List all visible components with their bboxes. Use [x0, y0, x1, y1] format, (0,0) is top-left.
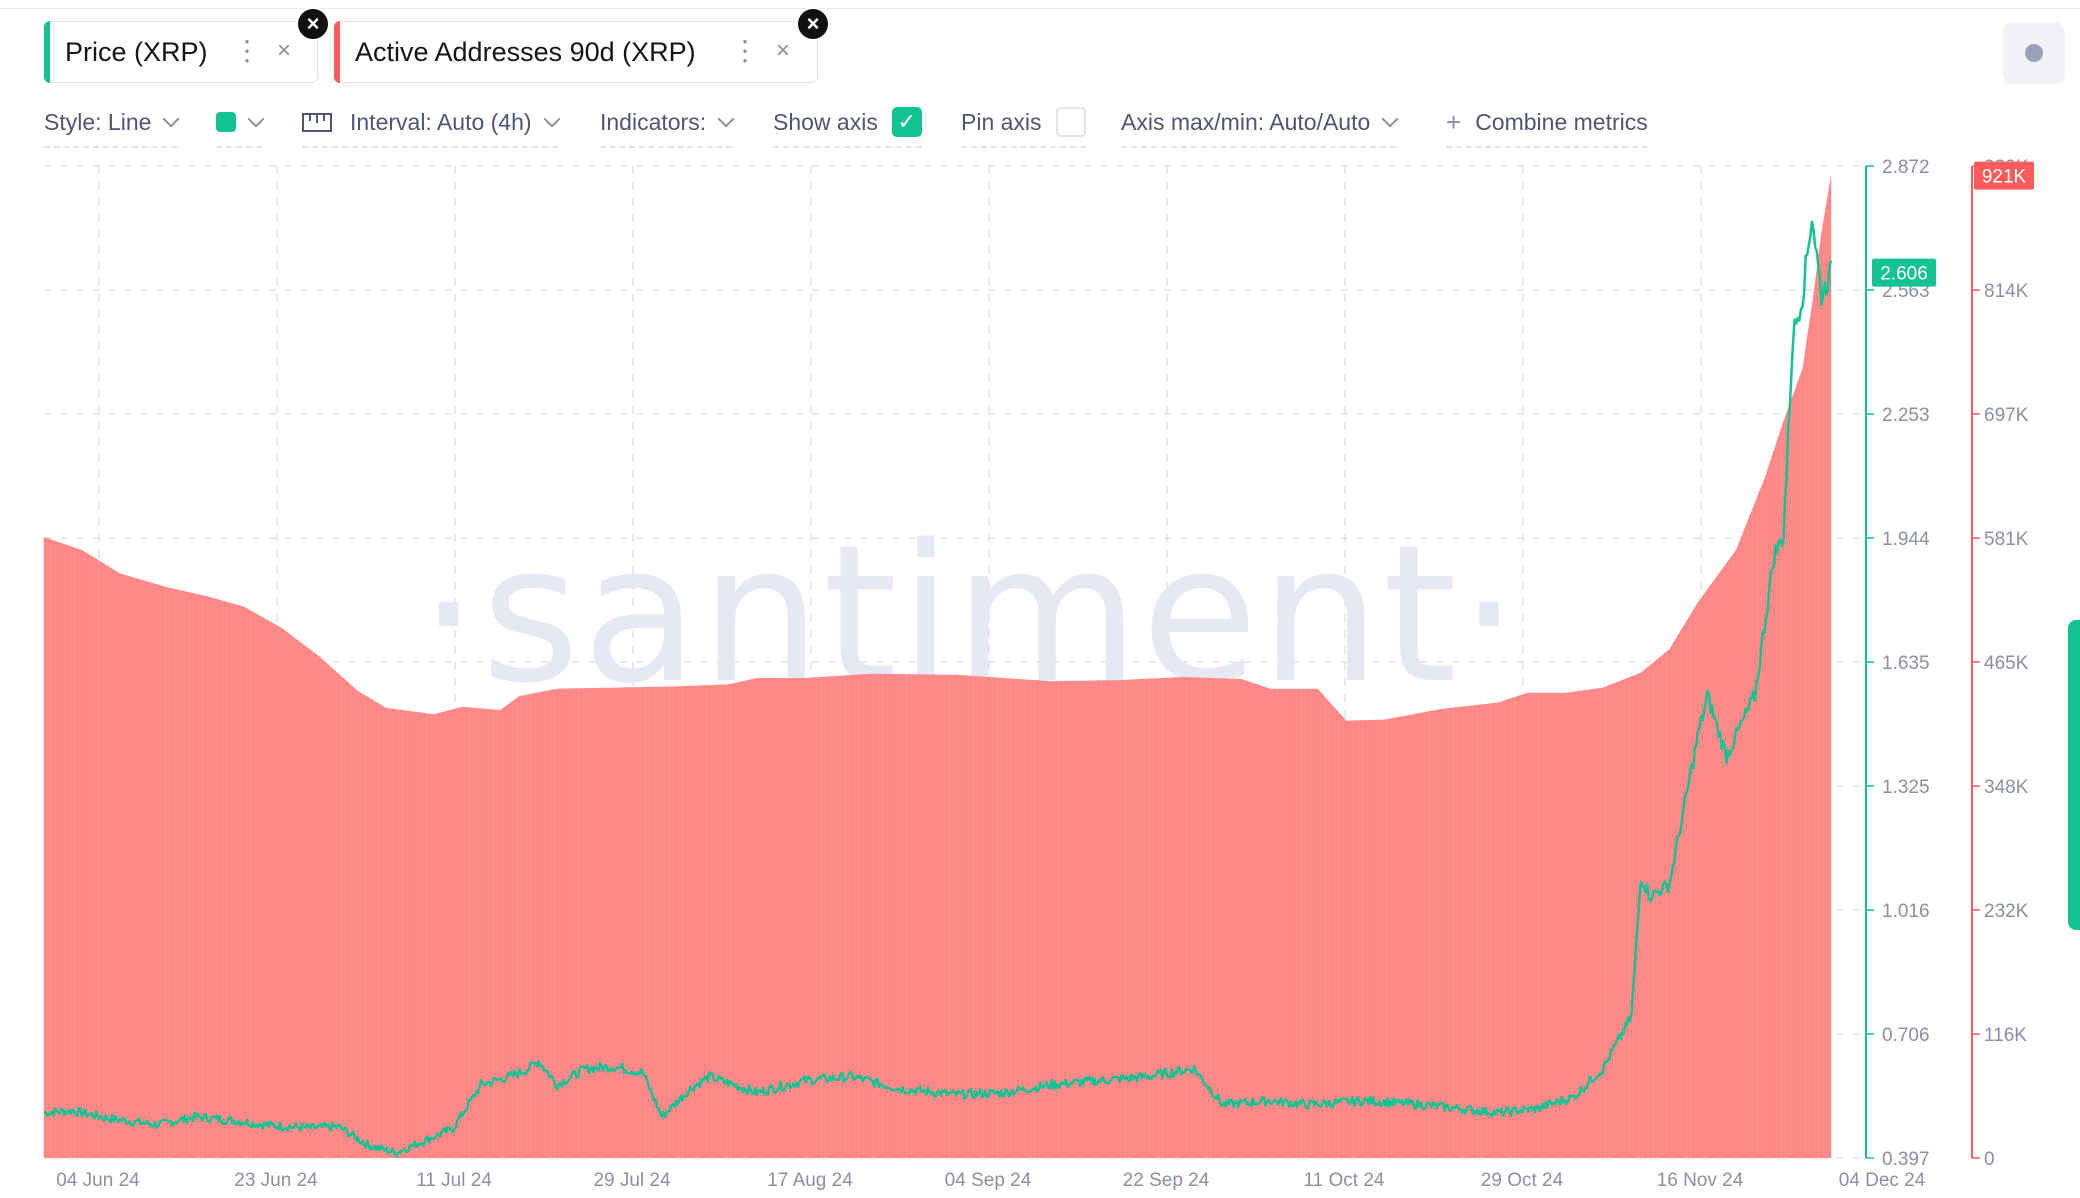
metric-color-edge-price: [44, 21, 50, 83]
indicators-label: Indicators:: [600, 108, 707, 135]
x-tick-label: 11 Jul 24: [416, 1170, 492, 1191]
metric-color-edge-active-addresses: [334, 21, 340, 83]
close-icon[interactable]: ×: [776, 37, 791, 64]
active-addresses-axis-label: 814K: [1984, 281, 2029, 302]
chart-area[interactable]: ·santiment· 04 Jun 24 23 Jun 24 11 Jul 24 2…: [0, 150, 2080, 1198]
settings-button[interactable]: [2003, 22, 2065, 84]
active-addresses-axis-label: 116K: [1984, 1025, 2027, 1046]
record-dot-icon: [2025, 44, 2043, 62]
metric-pill-price[interactable]: Price (XRP) ⋮ ×: [44, 21, 318, 83]
price-axis-label: 1.635: [1882, 653, 1930, 674]
style-label: Style: Line: [44, 108, 152, 135]
axis-minmax-dropdown[interactable]: Axis max/min: Auto/Auto: [1121, 104, 1399, 148]
pin-axis-checkbox[interactable]: [1055, 107, 1086, 137]
price-axis-label: 0.397: [1882, 1149, 1930, 1170]
active-addresses-axis-label: 697K: [1984, 405, 2029, 426]
price-last-value-label: 2.606: [1880, 264, 1928, 285]
chevron-down-icon: [247, 110, 265, 128]
active-addresses-axis-label: 348K: [1984, 777, 2029, 798]
chevron-down-icon: [162, 110, 180, 128]
series-color-swatch: [216, 112, 236, 132]
price-axis-label: 1.944: [1882, 529, 1930, 550]
chevron-down-icon: [1381, 110, 1399, 128]
price-last-value-badge: [1872, 258, 1936, 287]
pin-axis-label: Pin axis: [961, 108, 1042, 135]
chart-axes: 04 Jun 24 23 Jun 24 11 Jul 24 29 Jul 24 17 A…: [56, 157, 2034, 1191]
active-addresses-axis-label: 0: [1984, 1149, 1995, 1170]
more-menu-icon[interactable]: ⋮: [731, 35, 759, 66]
x-tick-label: 04 Sep 24: [945, 1170, 1032, 1191]
active-addresses-series: [43, 175, 1832, 1159]
price-axis-label: 2.253: [1882, 405, 1930, 426]
chevron-down-icon: [717, 110, 735, 128]
more-menu-icon[interactable]: ⋮: [233, 35, 261, 66]
x-tick-label: 23 Jun 24: [234, 1170, 318, 1191]
price-series: [43, 220, 1833, 1158]
price-axis-label: 1.016: [1882, 901, 1930, 922]
x-tick-label: 29 Jul 24: [593, 1170, 671, 1191]
x-tick-label: 04 Dec 24: [1839, 1170, 1926, 1191]
show-axis-label: Show axis: [773, 108, 878, 135]
x-tick-label: 29 Oct 24: [1481, 1170, 1564, 1191]
side-panel-handle[interactable]: [2068, 620, 2080, 930]
axis-minmax-label: Axis max/min: Auto/Auto: [1121, 108, 1371, 135]
interval-ruler-icon: [302, 113, 332, 132]
combine-metrics-label: Combine metrics: [1475, 108, 1648, 135]
x-tick-label: 17 Aug 24: [767, 1170, 853, 1191]
remove-metric-badge-active-addresses[interactable]: ×: [796, 7, 830, 41]
active-addresses-last-value-label: 921K: [1982, 167, 2027, 188]
x-tick-label: 04 Jun 24: [56, 1170, 140, 1191]
show-axis-checkbox[interactable]: ✓: [891, 107, 922, 137]
metric-label-price: Price (XRP): [65, 36, 208, 67]
price-axis-label: 2.872: [1882, 157, 1930, 178]
price-axis-label: 1.325: [1882, 777, 1930, 798]
plus-icon: +: [1446, 106, 1462, 137]
combine-metrics-button[interactable]: + Combine metrics: [1446, 104, 1648, 148]
metric-pill-active-addresses[interactable]: Active Addresses 90d (XRP) ⋮ ×: [334, 21, 818, 83]
interval-label: Interval: Auto (4h): [350, 108, 532, 135]
price-line: [43, 220, 1833, 1158]
active-addresses-axis-label: 465K: [1984, 653, 2029, 674]
metric-label-active-addresses: Active Addresses 90d (XRP): [355, 36, 696, 67]
active-addresses-axis-label: 581K: [1984, 529, 2029, 550]
close-icon[interactable]: ×: [277, 37, 292, 64]
x-tick-label: 22 Sep 24: [1123, 1170, 1210, 1191]
active-addresses-axis-label: 232K: [1984, 901, 2029, 922]
interval-dropdown[interactable]: Interval: Auto (4h): [302, 104, 561, 148]
indicators-dropdown[interactable]: Indicators:: [600, 104, 735, 148]
price-axis-label: 0.706: [1882, 1025, 1930, 1046]
active-addresses-last-value-badge: [1974, 161, 2034, 190]
style-dropdown[interactable]: Style: Line: [44, 104, 180, 148]
x-tick-label: 16 Nov 24: [1657, 1170, 1744, 1191]
pin-axis-toggle[interactable]: Pin axis: [961, 104, 1086, 148]
show-axis-toggle[interactable]: Show axis ✓: [773, 104, 922, 148]
chevron-down-icon: [543, 110, 561, 128]
color-picker[interactable]: [216, 104, 265, 148]
top-divider: [0, 0, 2080, 9]
remove-metric-badge-price[interactable]: ×: [296, 7, 330, 41]
x-tick-label: 11 Oct 24: [1304, 1170, 1385, 1191]
